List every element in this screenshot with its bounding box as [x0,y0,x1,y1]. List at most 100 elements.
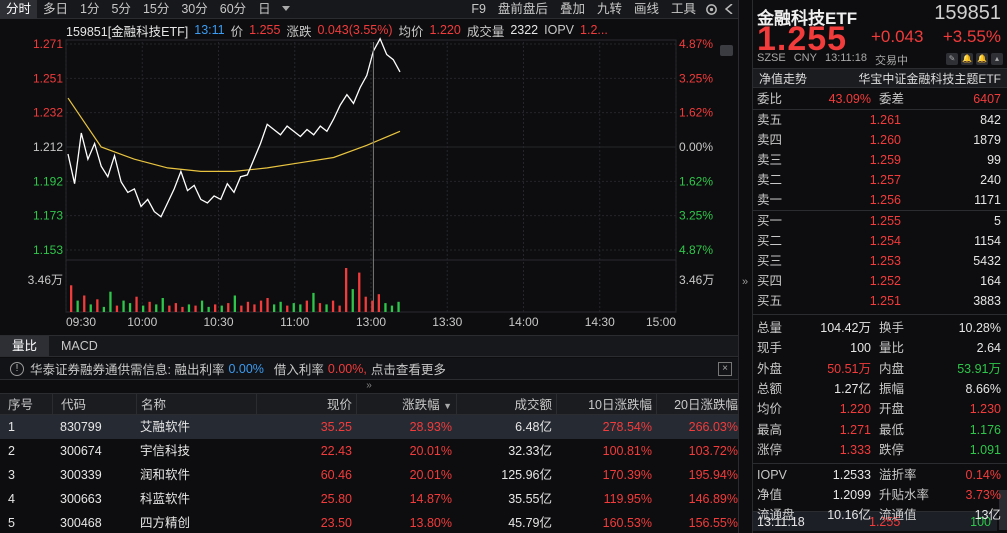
table-row[interactable]: 5 300468 四方精创 23.50 13.80% 45.79亿 160.53% 156.5… [0,511,738,533]
col-20d[interactable]: 20日涨跌幅 [656,394,738,414]
scrollbar[interactable] [999,490,1007,530]
expand-icon[interactable]: » [742,276,749,288]
stat-value: 3.73% [965,488,1001,503]
intraday-chart[interactable]: 1.271 4.87% 1.251 3.25% 1.232 1.62% 1.212 0.00%… [0,20,738,332]
x-tick-label: 13:30 [432,315,462,329]
collapse-icon[interactable]: » [366,380,372,391]
col-price[interactable]: 现价 [256,394,356,414]
nav-trend-tab[interactable]: 净值走势 [759,71,808,86]
ask-volume: 1171 [974,193,1001,207]
chevron-down-icon[interactable] [277,0,295,19]
volume-bar [259,300,263,312]
x-tick-label: 14:00 [508,315,538,329]
quote-panel: 金融科技ETF 159851 1.255 +0.043 +3.55% SZSE … [753,0,1007,533]
tab-volume-ratio[interactable]: 量比 [0,336,50,356]
bid-label: 买五 [757,294,783,308]
bid-row: 买五 1.251 3883 [753,291,1007,311]
ask-row: 卖一 1.256 1171 [753,190,1007,210]
constituents-table: 序号 代码 名称 现价 涨跌幅 ▼ 成交额 10日涨跌幅 20日涨跌幅 1 830… [0,393,738,533]
table-row[interactable]: 1 830799 艾融软件 35.25 28.93% 6.48亿 278.54% 266.03… [0,415,738,439]
row-pct: 28.93% [409,420,452,434]
overlay-button[interactable]: 叠加 [559,1,585,16]
quote-time: 13:11:18 [824,52,867,64]
chevron-left-icon[interactable] [720,0,738,19]
tab-30min[interactable]: 30分 [181,1,208,16]
row-20d: 266.03% [688,420,738,434]
alert-icon[interactable]: 🔔 [961,53,973,65]
stat-row: 总额 1.27亿 振幅 8.66% [753,379,1007,399]
volume-bar [148,301,151,312]
tab-5min[interactable]: 5分 [111,1,131,16]
volume-bar [122,300,125,312]
tab-1min[interactable]: 1分 [80,1,100,16]
table-row[interactable]: 3 300339 润和软件 60.46 20.01% 125.96亿 170.39% 195.… [0,463,738,487]
stat-row: 总量 104.42万 换手 10.28% [753,318,1007,338]
table-row[interactable]: 4 300663 科蓝软件 25.80 14.87% 35.55亿 119.95% 146.8… [0,487,738,511]
volume-bar [305,300,308,312]
stat-label: 开盘 [879,402,905,417]
tick-price: 1.255 [869,515,901,529]
stat-label: IOPV [757,468,787,483]
col-pct-label: 涨跌幅 [402,398,440,412]
volume-bar [345,268,348,312]
volume-bar [253,304,256,312]
more-icon[interactable]: ▴ [991,53,1003,65]
table-row[interactable]: 2 300674 宇信科技 22.43 20.01% 32.33亿 100.81% 103.7… [0,439,738,463]
security-name: 159851[金融科技ETF] [66,24,189,39]
x-tick-label: 15:00 [646,315,676,329]
row-code: 300674 [60,444,102,458]
ask-price: 1.261 [869,113,901,127]
col-pct[interactable]: 涨跌幅 ▼ [356,394,456,414]
draw-line-button[interactable]: 画线 [633,1,659,16]
y-tick-label-right: 1.62% [679,174,713,188]
row-pct: 20.01% [409,444,452,458]
col-10d[interactable]: 10日涨跌幅 [556,394,656,414]
tab-daily[interactable]: 日 [258,1,271,16]
stat-label: 涨停 [757,442,783,457]
y-tick-label-right: 4.87% [679,37,713,51]
volume-bar [220,305,223,312]
volume-bar [286,305,289,312]
sort-desc-icon: ▼ [443,401,452,411]
stat-value: 1.27亿 [834,381,871,396]
col-amount[interactable]: 成交额 [456,394,556,414]
premarket-button[interactable]: 盘前盘后 [497,1,548,16]
fund-stat-row: 流通盘 10.16亿 流通值 13亿 [753,505,1007,525]
stat-label: 量比 [879,341,905,356]
avg-value: 1.220 [429,23,461,37]
tab-15min[interactable]: 15分 [142,1,170,16]
stat-label: 最低 [879,422,905,437]
volume-bar [187,304,191,312]
tab-multiday[interactable]: 多日 [43,1,69,16]
stat-value: 1.2533 [832,468,871,483]
edit-icon[interactable]: ✎ [946,53,958,65]
ask-row: 卖五 1.261 842 [753,110,1007,130]
bell-icon[interactable]: 🔔 [976,53,988,65]
f9-button[interactable]: F9 [471,1,486,16]
row-price: 35.25 [320,420,352,434]
nine-turn-button[interactable]: 九转 [596,1,622,16]
panel-divider[interactable]: » [738,0,753,533]
tab-60min[interactable]: 60分 [219,1,247,16]
volume-bar [70,285,73,312]
col-name[interactable]: 名称 [136,394,256,414]
tab-intraday[interactable]: 分时 [0,0,38,19]
iopv-label: IOPV [544,23,575,37]
close-icon[interactable]: × [718,361,732,376]
col-code[interactable]: 代码 [52,394,136,414]
info-icon: ! [10,361,24,376]
tools-button[interactable]: 工具 [670,1,696,16]
col-index[interactable]: 序号 [8,398,34,412]
volume-bar [240,305,243,312]
stat-label: 现手 [757,341,783,356]
row-pct: 14.87% [409,492,452,506]
row-amount: 45.79亿 [508,516,552,530]
volume-bar [292,303,295,312]
bid-row: 买一 1.255 5 [753,211,1007,231]
ask-price: 1.257 [869,173,901,187]
notice-bar[interactable]: ! 华泰证券融券通供需信息: 融出利率 0.00% 借入利率 0.00%, 点击… [0,358,738,380]
gear-icon[interactable] [702,0,720,19]
volume-bar [128,303,132,312]
tab-macd[interactable]: MACD [61,339,98,353]
more-link[interactable]: 点击查看更多 [370,363,446,377]
